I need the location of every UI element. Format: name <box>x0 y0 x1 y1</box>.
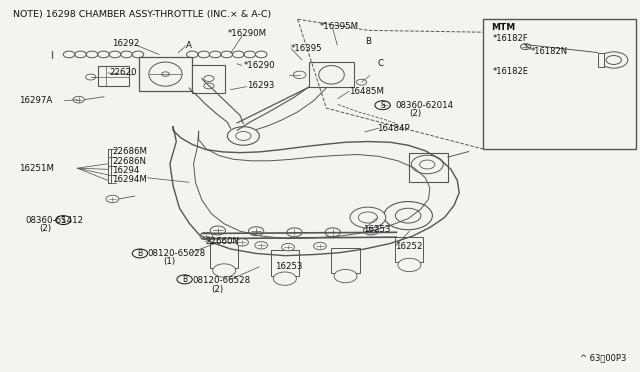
Text: A: A <box>186 41 192 50</box>
Circle shape <box>600 52 628 68</box>
Circle shape <box>606 55 621 64</box>
Bar <box>308 62 355 87</box>
Circle shape <box>212 264 236 277</box>
Text: (1): (1) <box>164 257 175 266</box>
Text: B: B <box>365 37 371 46</box>
Circle shape <box>56 216 71 225</box>
Circle shape <box>356 79 367 85</box>
Circle shape <box>287 228 302 237</box>
Text: B: B <box>138 249 143 258</box>
Text: 16297A: 16297A <box>19 96 52 105</box>
Bar <box>598 52 604 67</box>
Circle shape <box>273 272 296 285</box>
Text: 16251M: 16251M <box>19 164 54 173</box>
Ellipse shape <box>149 62 182 86</box>
Circle shape <box>177 275 192 284</box>
Bar <box>410 153 448 182</box>
Circle shape <box>162 72 170 76</box>
Bar <box>108 149 111 183</box>
Circle shape <box>420 160 435 169</box>
Circle shape <box>86 74 96 80</box>
Text: 22620: 22620 <box>109 68 137 77</box>
Text: 22686N: 22686N <box>113 157 147 166</box>
Text: NOTE) 16298 CHAMBER ASSY-THROTTLE (INC.× & A-C): NOTE) 16298 CHAMBER ASSY-THROTTLE (INC.×… <box>13 10 272 19</box>
Text: B: B <box>182 275 187 284</box>
Circle shape <box>132 249 148 258</box>
Circle shape <box>396 208 421 223</box>
Circle shape <box>227 127 259 145</box>
Text: *16395M: *16395M <box>320 22 359 31</box>
Text: 16294: 16294 <box>113 166 140 174</box>
Text: 16253: 16253 <box>364 225 391 234</box>
Text: *16395: *16395 <box>291 44 323 53</box>
Text: 16484P: 16484P <box>378 124 410 133</box>
Bar <box>483 19 636 149</box>
Circle shape <box>325 228 340 237</box>
Text: 22660N: 22660N <box>205 237 239 246</box>
Bar <box>192 65 225 93</box>
Circle shape <box>384 202 433 230</box>
Text: S: S <box>61 216 66 225</box>
Text: 16292: 16292 <box>113 39 140 48</box>
Text: *16182E: *16182E <box>492 67 529 76</box>
Circle shape <box>378 102 390 109</box>
Text: 16485M: 16485M <box>349 87 384 96</box>
Circle shape <box>334 269 357 283</box>
Bar <box>210 242 238 267</box>
Bar <box>396 237 424 262</box>
Circle shape <box>204 76 214 81</box>
Text: S: S <box>380 101 385 110</box>
Text: *16290: *16290 <box>243 61 275 70</box>
Circle shape <box>375 101 390 110</box>
Circle shape <box>398 258 421 272</box>
Text: 16253: 16253 <box>275 262 303 271</box>
Circle shape <box>520 44 531 49</box>
Circle shape <box>255 241 268 249</box>
Circle shape <box>200 232 212 240</box>
Text: (2): (2) <box>39 224 51 233</box>
Circle shape <box>293 71 306 78</box>
Text: *16182F: *16182F <box>492 34 528 43</box>
Circle shape <box>236 132 251 140</box>
Text: 08360-62014: 08360-62014 <box>396 101 454 110</box>
Bar <box>332 248 360 273</box>
Bar <box>271 250 299 276</box>
Text: 08120-66528: 08120-66528 <box>192 276 250 285</box>
Text: 08120-65028: 08120-65028 <box>148 249 205 258</box>
Text: (2): (2) <box>211 285 223 294</box>
Circle shape <box>204 83 214 89</box>
Text: 08360-61412: 08360-61412 <box>25 216 83 225</box>
Text: C: C <box>378 59 383 68</box>
Circle shape <box>210 226 225 235</box>
Text: 16293: 16293 <box>246 81 274 90</box>
Text: ^ 63：00P3: ^ 63：00P3 <box>580 353 627 362</box>
Circle shape <box>364 226 379 235</box>
Circle shape <box>314 242 326 250</box>
Bar <box>139 57 192 91</box>
Ellipse shape <box>319 65 344 84</box>
Text: MTM: MTM <box>491 23 515 32</box>
Text: *16290M: *16290M <box>227 29 266 38</box>
Text: 16294M: 16294M <box>113 175 147 184</box>
Text: 16252: 16252 <box>396 241 423 250</box>
Circle shape <box>73 96 84 103</box>
Circle shape <box>358 212 378 223</box>
Circle shape <box>412 155 444 174</box>
Circle shape <box>282 243 294 251</box>
Circle shape <box>350 207 386 228</box>
Text: *16182N: *16182N <box>531 47 568 56</box>
Circle shape <box>236 238 248 246</box>
Bar <box>99 65 129 86</box>
Circle shape <box>248 227 264 235</box>
Text: (2): (2) <box>410 109 422 118</box>
Circle shape <box>106 195 119 203</box>
Text: 22686M: 22686M <box>113 147 147 156</box>
